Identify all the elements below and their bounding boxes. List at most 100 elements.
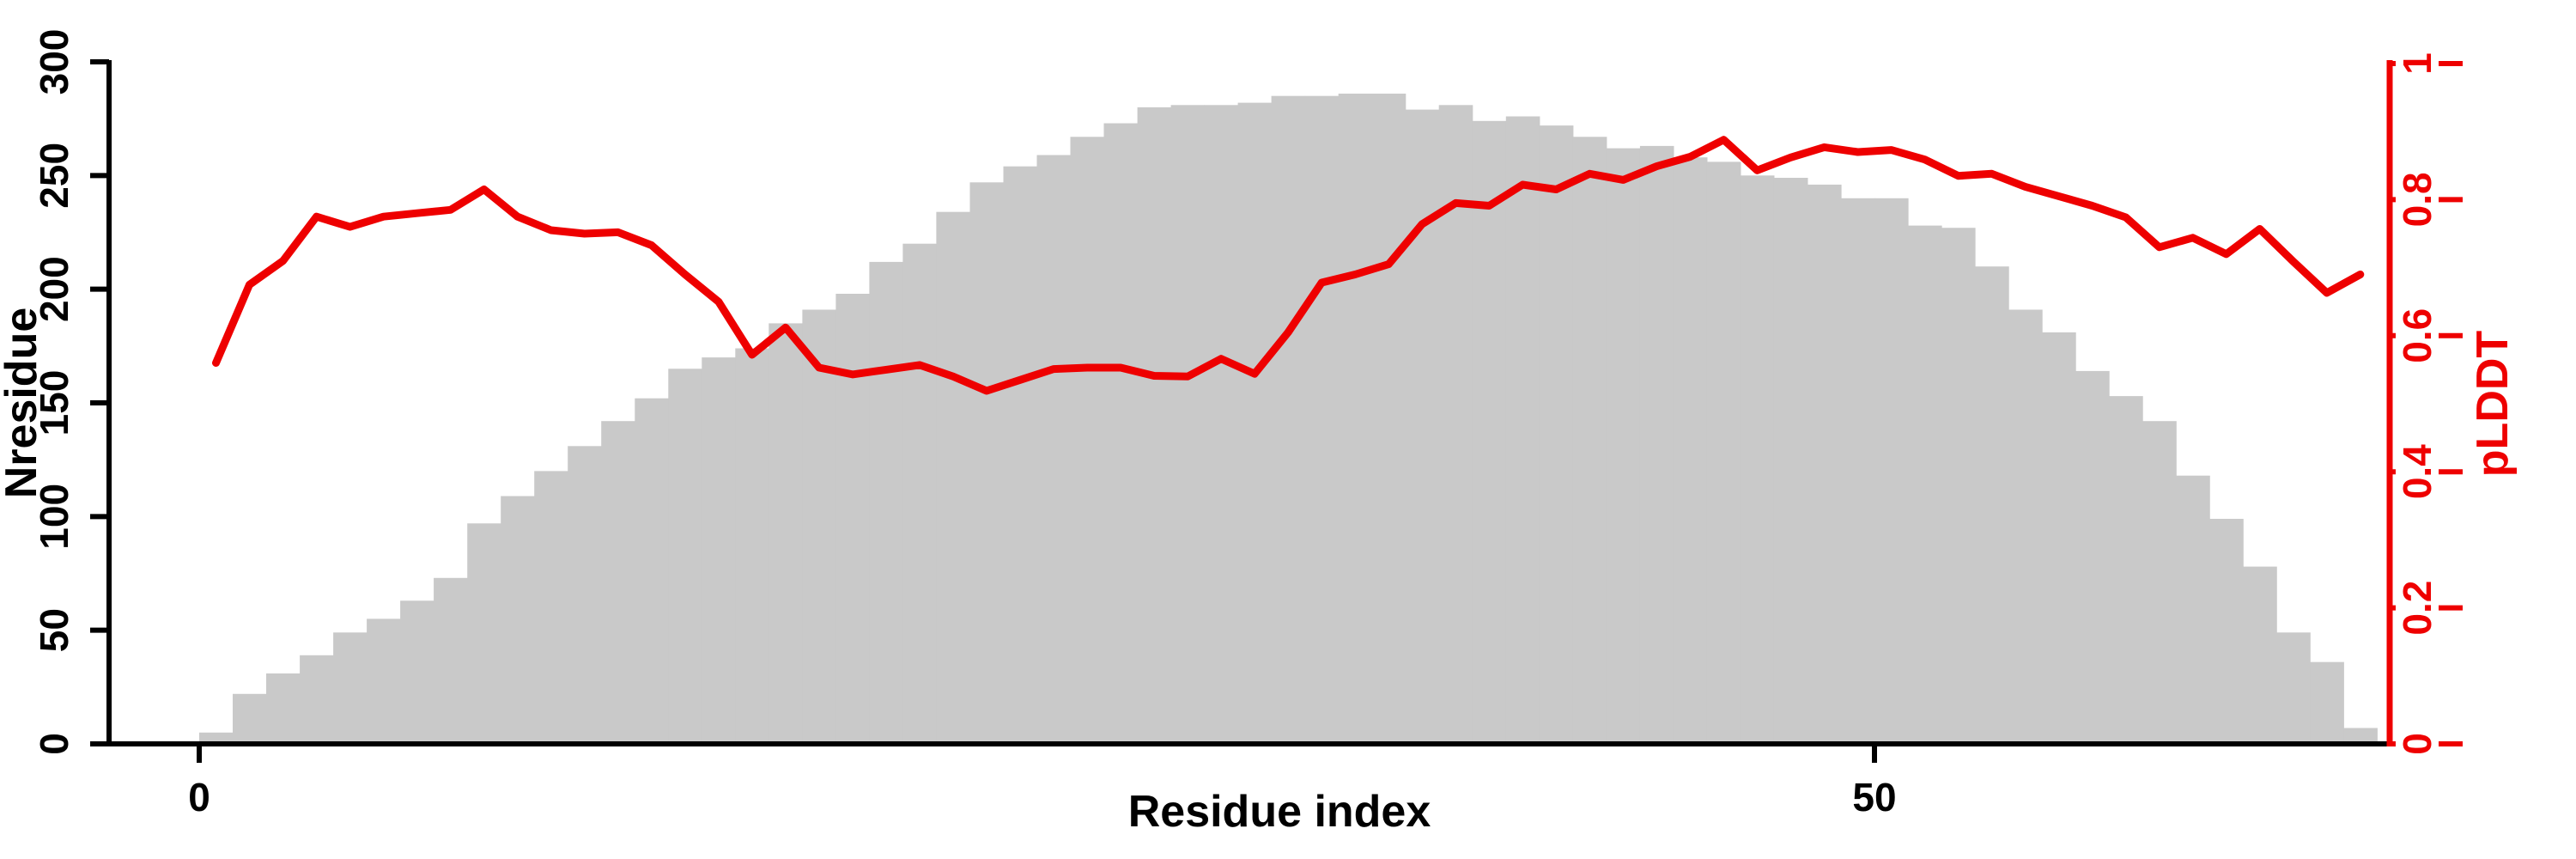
histogram-bar	[300, 655, 334, 744]
histogram-bar	[2276, 632, 2311, 744]
y-axis-left: 0 50 100 150 200 250 300	[32, 29, 112, 755]
histogram-bar	[1706, 161, 1741, 744]
right-axis-title: pLDDT	[2468, 331, 2518, 478]
histogram-bar	[869, 261, 903, 744]
histogram-bar	[501, 496, 535, 744]
histogram-bar	[367, 618, 401, 744]
histogram-bar	[835, 294, 870, 744]
y-left-tick-label: 250	[32, 143, 76, 209]
y-left-tick-label: 300	[32, 29, 76, 95]
histogram-bar	[333, 632, 368, 744]
histogram-bar	[1070, 137, 1105, 745]
histogram-bar	[769, 323, 803, 744]
y-right-tick-label: 1	[2395, 52, 2439, 75]
histogram-bar	[668, 369, 702, 744]
histogram-bar	[1975, 266, 2009, 744]
histogram-bar	[400, 600, 434, 744]
histogram-bar	[2075, 370, 2110, 744]
histogram-bar	[434, 577, 468, 744]
histogram-bar	[902, 243, 937, 744]
histogram-bar	[1505, 116, 1540, 744]
histogram-bar	[233, 693, 267, 744]
histogram-bar	[2209, 519, 2244, 744]
histogram-bar	[1036, 155, 1072, 744]
x-tick-label: 50	[1852, 775, 1896, 819]
histogram-bar	[266, 673, 301, 744]
histogram-bar	[568, 446, 602, 744]
histogram-bar	[1572, 137, 1607, 745]
tick-label-backing	[2396, 432, 2439, 511]
y-right-tick-label: 0.8	[2395, 172, 2439, 227]
histogram-bar	[1673, 157, 1708, 744]
histogram-bar	[1304, 95, 1340, 744]
y-right-tick-label-group: 1	[2395, 47, 2439, 80]
histogram-bar	[1237, 102, 1273, 745]
histogram-bar	[2109, 396, 2143, 744]
histogram-bar	[1137, 107, 1172, 744]
x-axis-title: Residue index	[1128, 787, 1431, 837]
y-left-tick-label: 200	[32, 256, 76, 322]
x-tick-label: 0	[188, 775, 210, 819]
histogram-bar	[1371, 94, 1406, 744]
histogram-bar	[2008, 309, 2043, 744]
histogram-bar	[1908, 225, 1942, 745]
histogram-bar	[1639, 145, 1674, 744]
histogram-bar	[1874, 198, 1909, 745]
histogram-bar	[2343, 728, 2378, 744]
plddt-line-layer	[212, 136, 2365, 395]
histogram-bar	[1170, 105, 1206, 745]
y-left-tick-label: 150	[32, 370, 76, 436]
histogram-bar	[1271, 95, 1306, 744]
histogram-bar	[601, 421, 635, 744]
y-axis-right: 0 0.2 0.4 0.6 0.8 1	[2386, 47, 2463, 760]
histogram-bar	[1807, 184, 1842, 744]
histogram-bar	[1773, 178, 1808, 744]
y-right-tick-label-group: 0.8	[2395, 160, 2439, 239]
histogram-bar	[1539, 125, 1574, 745]
y-right-tick-label: 0.2	[2395, 581, 2439, 636]
histogram-bar	[2176, 475, 2210, 744]
histogram-bar	[1103, 123, 1139, 744]
histogram-bar	[2142, 421, 2177, 744]
histogram-bar	[1740, 175, 1775, 745]
histogram-bar	[534, 471, 568, 744]
tick-label-backing	[2396, 160, 2439, 239]
histogram-bar	[2243, 566, 2277, 744]
plddt-line	[212, 136, 2365, 395]
histogram-bar	[467, 523, 501, 744]
histogram-bars	[199, 94, 2378, 745]
left-axis-title: Nresidue	[0, 308, 46, 499]
histogram-bar	[1606, 148, 1641, 745]
histogram-bar	[1003, 166, 1038, 744]
histogram-bar	[635, 398, 669, 744]
y-right-tick-label-group: 0.2	[2395, 569, 2439, 648]
histogram-bar	[1405, 109, 1440, 745]
y-left-tick-label: 0	[32, 733, 76, 755]
histogram-bar	[2310, 661, 2344, 744]
y-right-tick-label: 0.6	[2395, 308, 2439, 363]
histogram-bar	[802, 309, 836, 744]
tick-label-backing	[2396, 296, 2439, 375]
histogram-bar	[969, 182, 1005, 745]
y-left-tick-label: 100	[32, 484, 76, 550]
histogram-bar	[1472, 120, 1507, 745]
y-right-tick-label: 0	[2395, 733, 2439, 755]
tick-label-backing	[2396, 569, 2439, 648]
y-right-tick-label-group: 0.4	[2395, 432, 2439, 511]
histogram-bar	[702, 357, 736, 744]
histogram-bar	[1841, 198, 1875, 745]
tick-label-backing	[2396, 47, 2439, 80]
y-right-tick-label-group: 0.6	[2395, 296, 2439, 375]
histogram-bar	[936, 211, 970, 744]
histogram-bar	[1204, 105, 1239, 745]
histogram-bar	[199, 732, 234, 744]
histogram-bar	[735, 348, 769, 744]
y-right-tick-label: 0.4	[2395, 444, 2439, 499]
histogram-bar	[2042, 332, 2076, 744]
histogram-bar	[1338, 94, 1373, 744]
histogram-bar	[1941, 228, 1976, 744]
y-right-tick-label-group: 0	[2395, 728, 2439, 760]
y-left-tick-label: 50	[32, 608, 76, 652]
